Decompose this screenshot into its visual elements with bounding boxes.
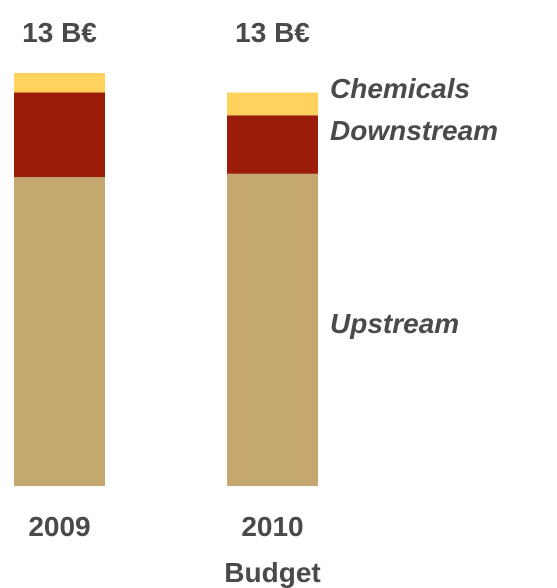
total-label-2010-budget: 13 B€ (235, 17, 310, 48)
bar-2010-budget-downstream (227, 115, 318, 174)
series-label-chemicals: Chemicals (330, 73, 470, 104)
series-labels: Upstream Downstream Chemicals (330, 73, 498, 339)
bars-layer (14, 73, 318, 487)
bar-2010-budget-chemicals (227, 92, 318, 116)
total-labels: 13 B€ 13 B€ (22, 17, 310, 48)
category-label-2010: 2010 (241, 511, 303, 542)
bar-2009-upstream (14, 177, 105, 486)
total-label-2009: 13 B€ (22, 17, 97, 48)
bar-2009-downstream (14, 92, 105, 178)
category-label-2009: 2009 (28, 511, 90, 542)
bar-2010-budget-upstream (227, 173, 318, 487)
category-labels: 2009 2010 Budget (28, 511, 320, 588)
bar-2009-chemicals (14, 73, 105, 93)
series-label-downstream: Downstream (330, 115, 498, 146)
series-label-upstream: Upstream (330, 308, 459, 339)
category-label-budget: Budget (224, 557, 320, 588)
